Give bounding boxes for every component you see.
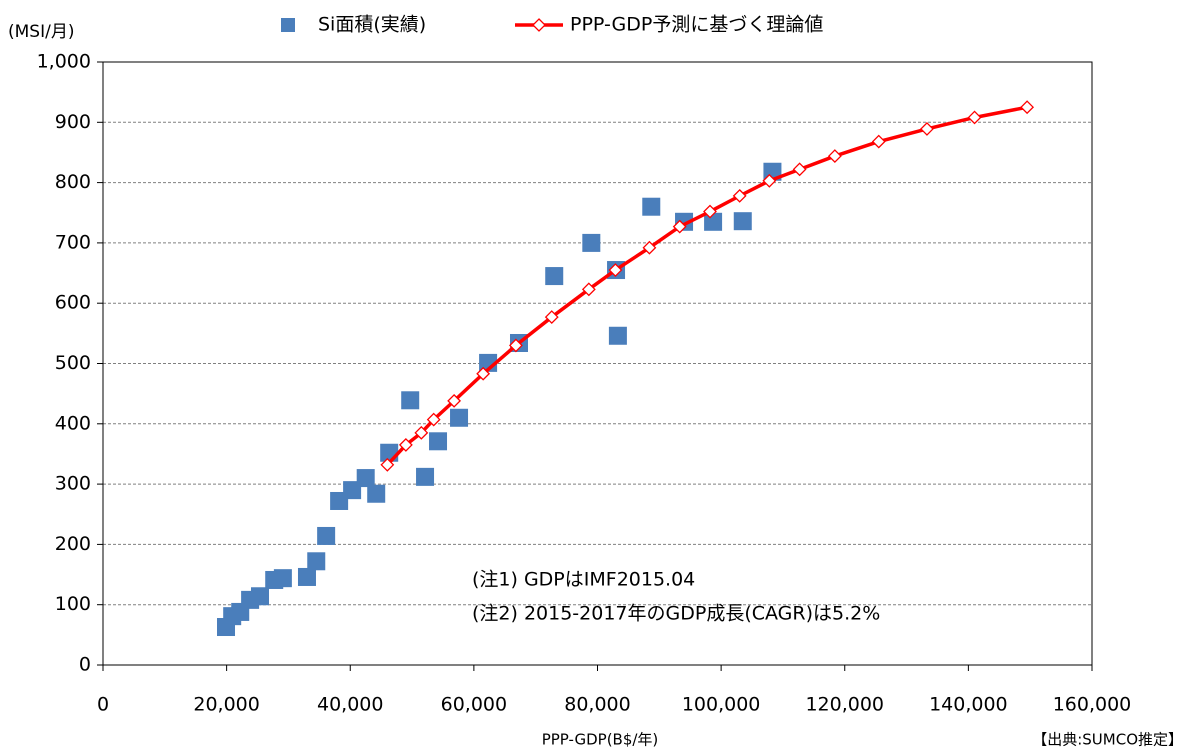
y-tick-label: 0: [79, 654, 91, 676]
point: [426, 412, 441, 427]
x-tick-label: 60,000: [441, 694, 507, 716]
y-tick-label: 100: [55, 593, 91, 615]
point: [792, 162, 807, 177]
point: [343, 481, 362, 500]
point: [762, 173, 777, 188]
point: [414, 425, 429, 440]
point: [380, 443, 399, 462]
x-tick-label: 0: [97, 694, 109, 716]
point: [401, 391, 420, 410]
point: [476, 366, 491, 381]
point: [545, 267, 564, 286]
point: [581, 282, 596, 297]
legend-label: PPP-GDP予測に基づく理論値: [570, 14, 823, 36]
y-tick-label: 500: [55, 352, 91, 374]
y-tick-label: 800: [55, 171, 91, 193]
point: [356, 469, 375, 488]
x-tick-label: 120,000: [805, 694, 884, 716]
point: [920, 122, 934, 136]
x-tick-label: 80,000: [564, 694, 630, 716]
y-tick-label: 700: [55, 231, 91, 253]
point: [317, 526, 336, 545]
point: [642, 197, 661, 216]
point: [447, 393, 462, 408]
point: [732, 188, 747, 203]
legend-marker: [281, 18, 295, 32]
x-tick-label: 20,000: [193, 694, 259, 716]
x-tick-label: 160,000: [1053, 694, 1132, 716]
x-tick-label: 40,000: [317, 694, 383, 716]
point: [508, 338, 523, 353]
point: [450, 408, 469, 427]
point: [703, 204, 717, 219]
point: [307, 552, 326, 571]
point: [544, 310, 559, 324]
point: [251, 587, 270, 606]
point: [967, 110, 982, 125]
point: [429, 432, 448, 451]
y-tick-label: 1,000: [37, 51, 91, 73]
point: [416, 467, 435, 486]
x-tick-label: 140,000: [929, 694, 1008, 716]
point: [733, 212, 752, 231]
point: [704, 212, 723, 231]
y-tick-label: 300: [55, 473, 91, 495]
point: [827, 149, 842, 163]
point: [273, 569, 292, 588]
source-note: 【出典:SUMCO推定】: [1032, 731, 1183, 749]
legend-label: Si面積(実績): [318, 14, 426, 36]
y-tick-label: 200: [55, 533, 91, 555]
point: [398, 437, 413, 452]
y-tick-label: 600: [55, 292, 91, 314]
point: [1020, 100, 1035, 115]
point: [297, 567, 316, 586]
annotation: (注2) 2015-2017年のGDP成長(CAGR)は5.2%: [472, 603, 880, 625]
point: [871, 134, 886, 149]
legend-marker: [532, 18, 546, 32]
x-axis-label: PPP-GDP(B$/年): [542, 731, 659, 749]
point: [642, 240, 657, 255]
point: [380, 457, 395, 472]
plot-frame: [102, 61, 1093, 666]
y-axis-label: (MSI/月): [8, 22, 74, 42]
point: [608, 326, 627, 345]
y-tick-label: 900: [55, 111, 91, 133]
point: [582, 233, 601, 252]
point: [672, 219, 687, 234]
annotation: (注1) GDPはIMF2015.04: [472, 569, 695, 591]
point: [367, 484, 386, 503]
y-tick-label: 400: [55, 412, 91, 434]
point: [608, 263, 623, 277]
x-tick-label: 100,000: [682, 694, 761, 716]
